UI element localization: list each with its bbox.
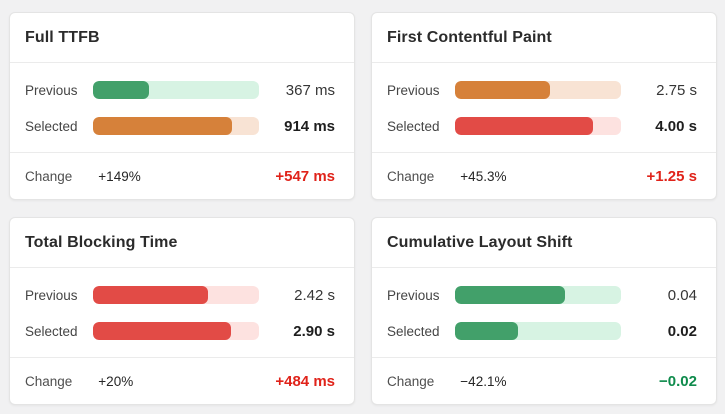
change-delta: −0.02 xyxy=(659,372,697,390)
selected-bar-track xyxy=(455,322,621,340)
change-delta: +484 ms xyxy=(275,372,335,390)
selected-value: 4.00 s xyxy=(655,117,697,135)
selected-bar-track xyxy=(455,117,621,135)
selected-bar-fill xyxy=(455,117,593,135)
selected-label: Selected xyxy=(25,323,78,339)
previous-bar-track xyxy=(93,81,259,99)
change-row: Change −42.1% −0.02 xyxy=(372,358,716,404)
previous-bar-fill xyxy=(93,81,150,99)
previous-label: Previous xyxy=(387,82,440,98)
previous-value: 0.04 xyxy=(667,286,697,304)
previous-label: Previous xyxy=(25,287,78,303)
selected-label: Selected xyxy=(25,118,78,134)
card-body: Previous 2.42 s Selected 2.90 s xyxy=(10,268,354,358)
previous-value: 367 ms xyxy=(285,81,335,99)
previous-value: 2.42 s xyxy=(294,286,335,304)
previous-row: Previous 2.42 s xyxy=(25,277,335,313)
previous-row: Previous 367 ms xyxy=(25,72,335,108)
card-title: Cumulative Layout Shift xyxy=(372,218,716,268)
change-label: Change xyxy=(387,168,435,184)
card-body: Previous 2.75 s Selected 4.00 s xyxy=(372,63,716,153)
selected-label: Selected xyxy=(387,323,440,339)
change-percent: +45.3% xyxy=(460,168,507,184)
previous-bar-track xyxy=(455,81,621,99)
change-row: Change +149% +547 ms xyxy=(10,153,354,199)
card-title: First Contentful Paint xyxy=(372,13,716,63)
selected-value: 914 ms xyxy=(284,117,335,135)
metric-card-total-blocking-time: Total Blocking Time Previous 2.42 s Sele… xyxy=(9,217,355,405)
card-title: Full TTFB xyxy=(10,13,354,63)
selected-row: Selected 4.00 s xyxy=(387,108,697,144)
selected-bar-fill xyxy=(93,117,233,135)
change-delta: +1.25 s xyxy=(646,167,697,185)
previous-row: Previous 2.75 s xyxy=(387,72,697,108)
selected-bar-track xyxy=(93,322,259,340)
change-percent: +149% xyxy=(98,168,141,184)
selected-value: 2.90 s xyxy=(293,322,335,340)
previous-bar-fill xyxy=(93,286,208,304)
change-row: Change +20% +484 ms xyxy=(10,358,354,404)
card-title: Total Blocking Time xyxy=(10,218,354,268)
change-label: Change xyxy=(25,373,73,389)
selected-row: Selected 914 ms xyxy=(25,108,335,144)
metric-card-full-ttfb: Full TTFB Previous 367 ms Selected 914 m… xyxy=(9,12,355,200)
selected-bar-track xyxy=(93,117,259,135)
card-body: Previous 0.04 Selected 0.02 xyxy=(372,268,716,358)
metric-card-first-contentful-paint: First Contentful Paint Previous 2.75 s S… xyxy=(371,12,717,200)
card-body: Previous 367 ms Selected 914 ms xyxy=(10,63,354,153)
selected-row: Selected 2.90 s xyxy=(25,313,335,349)
selected-bar-fill xyxy=(455,322,519,340)
previous-bar-track xyxy=(455,286,621,304)
metric-card-cumulative-layout-shift: Cumulative Layout Shift Previous 0.04 Se… xyxy=(371,217,717,405)
selected-label: Selected xyxy=(387,118,440,134)
selected-bar-fill xyxy=(93,322,231,340)
previous-bar-fill xyxy=(455,286,565,304)
selected-row: Selected 0.02 xyxy=(387,313,697,349)
previous-label: Previous xyxy=(25,82,78,98)
change-percent: −42.1% xyxy=(460,373,507,389)
previous-label: Previous xyxy=(387,287,440,303)
change-label: Change xyxy=(387,373,435,389)
previous-bar-track xyxy=(93,286,259,304)
change-label: Change xyxy=(25,168,73,184)
change-delta: +547 ms xyxy=(275,167,335,185)
selected-value: 0.02 xyxy=(667,322,697,340)
previous-bar-fill xyxy=(455,81,550,99)
change-percent: +20% xyxy=(98,373,134,389)
change-row: Change +45.3% +1.25 s xyxy=(372,153,716,199)
previous-value: 2.75 s xyxy=(656,81,697,99)
previous-row: Previous 0.04 xyxy=(387,277,697,313)
